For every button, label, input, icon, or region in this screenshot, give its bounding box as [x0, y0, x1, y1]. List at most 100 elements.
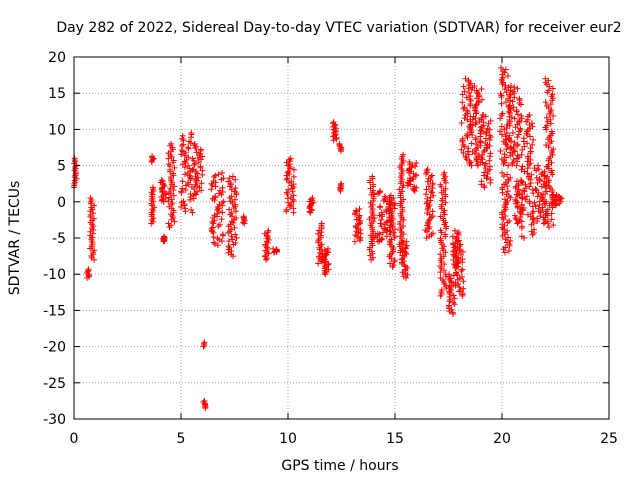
data-point [428, 172, 435, 179]
data-point [263, 256, 269, 263]
data-point [166, 194, 173, 201]
data-point [548, 128, 555, 135]
data-point [264, 229, 271, 236]
data-point [411, 183, 418, 190]
data-point [374, 230, 381, 237]
data-point [524, 211, 531, 218]
y-tick-label: -10 [43, 267, 66, 283]
data-point [220, 198, 227, 205]
data-point [437, 213, 444, 220]
data-point [412, 163, 419, 170]
data-point [437, 251, 444, 258]
data-point [523, 193, 530, 200]
data-point [287, 193, 294, 200]
data-point [356, 219, 363, 226]
data-point [284, 191, 291, 198]
data-point [486, 157, 493, 164]
chart-title: Day 282 of 2022, Sidereal Day-to-day VTE… [56, 20, 621, 36]
x-tick-label: 20 [493, 431, 511, 447]
data-point [430, 230, 437, 237]
data-point [449, 309, 456, 316]
data-point [499, 110, 506, 117]
data-point [369, 173, 376, 180]
data-point [487, 150, 494, 157]
data-point [186, 172, 193, 179]
data-point [506, 102, 513, 109]
data-point [536, 176, 543, 183]
data-point [462, 75, 469, 82]
data-point [501, 86, 508, 93]
data-point [510, 104, 517, 111]
data-point [424, 178, 431, 185]
data-point [181, 152, 188, 159]
data-point [472, 135, 479, 142]
y-tick-label: -30 [43, 412, 66, 428]
data-point [547, 101, 554, 108]
data-point [459, 135, 466, 142]
data-point [459, 273, 466, 280]
data-point [549, 85, 556, 92]
data-point [399, 241, 406, 248]
x-tick-label: 10 [279, 431, 297, 447]
data-point [498, 64, 505, 71]
data-point [209, 182, 216, 189]
data-point [532, 203, 539, 210]
data-point [505, 162, 512, 169]
data-point [287, 155, 294, 162]
data-point [437, 181, 444, 188]
data-point [336, 140, 343, 147]
data-point [550, 146, 557, 153]
data-point [288, 178, 295, 185]
data-point [229, 236, 236, 243]
data-point [510, 144, 517, 151]
data-point [149, 153, 156, 160]
data-point [514, 85, 521, 92]
data-point [509, 161, 516, 168]
data-point [437, 227, 444, 234]
data-point [544, 212, 551, 219]
data-point [505, 247, 512, 254]
data-point [215, 205, 222, 212]
data-point [179, 185, 186, 192]
data-point [403, 238, 410, 245]
data-point [169, 200, 176, 207]
data-point [265, 227, 272, 234]
data-point [385, 203, 392, 210]
data-point [459, 266, 466, 273]
data-point [85, 266, 92, 273]
data-point [508, 114, 515, 121]
data-point [461, 115, 468, 122]
data-point [503, 239, 510, 246]
data-point [216, 190, 223, 197]
data-point [478, 96, 485, 103]
data-point [186, 174, 193, 181]
data-point [232, 231, 239, 238]
data-point [514, 141, 521, 148]
data-point [487, 176, 494, 183]
data-point [453, 270, 460, 277]
data-point [391, 200, 398, 207]
data-point [506, 217, 513, 224]
data-point [502, 212, 509, 219]
data-point [225, 178, 232, 185]
data-point [442, 199, 449, 206]
data-point [511, 84, 518, 91]
data-point [150, 184, 157, 191]
data-point [352, 222, 359, 229]
data-point [390, 229, 397, 236]
data-point [524, 140, 531, 147]
data-point [185, 154, 192, 161]
data-point [486, 132, 493, 139]
data-point [503, 154, 510, 161]
data-point [233, 234, 240, 241]
data-point [511, 115, 518, 122]
data-point [544, 206, 551, 213]
data-point [216, 221, 223, 228]
data-point [290, 173, 297, 180]
data-point [460, 83, 467, 90]
data-point [453, 250, 460, 257]
data-point [91, 247, 98, 254]
data-point [501, 196, 508, 203]
data-point [460, 142, 467, 149]
data-point [442, 231, 449, 238]
